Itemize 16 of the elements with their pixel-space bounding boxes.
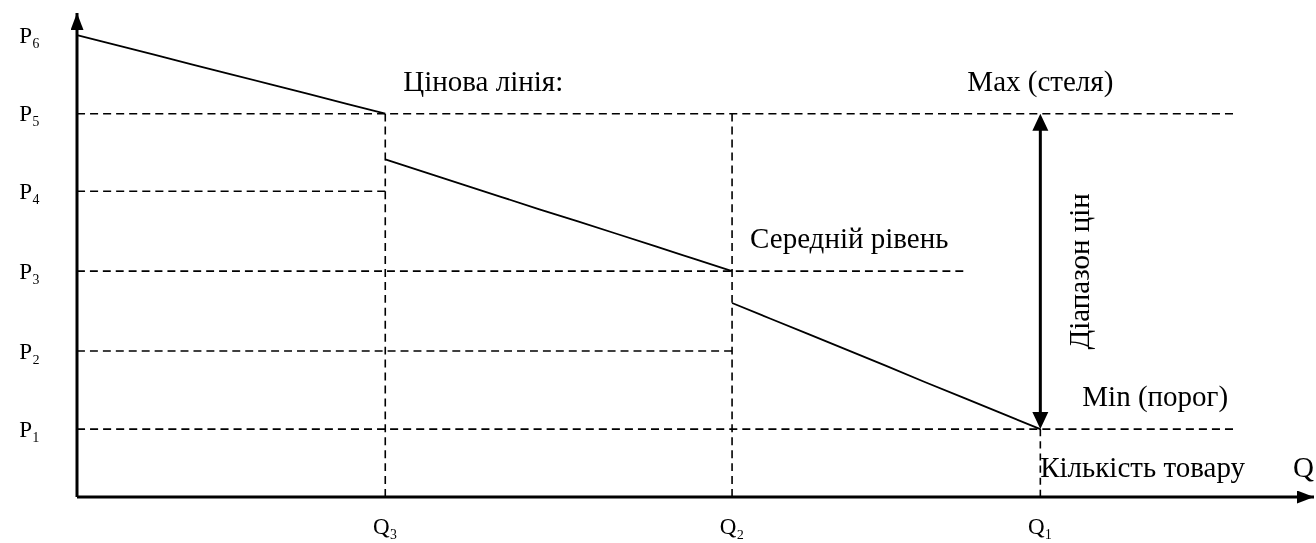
text: P₅ xyxy=(19,101,40,127)
annotation: Max (стеля) xyxy=(967,64,1114,98)
text: P₁ xyxy=(19,416,40,442)
annotation: Середній рівень xyxy=(750,222,949,255)
x-tick-label: Q₃ xyxy=(372,514,398,540)
annotation: Цінова лінія: xyxy=(403,64,564,97)
text: P₆ xyxy=(19,22,40,48)
x-axis-title: Q xyxy=(1293,451,1315,483)
text: P₃ xyxy=(19,258,40,284)
text: P₂ xyxy=(19,338,40,364)
annotation: Min (порог) xyxy=(1082,380,1229,414)
annotation: Кількість товару xyxy=(1040,451,1246,483)
annotation: Діапазон цін xyxy=(1063,193,1096,350)
x-tick-label: Q₂ xyxy=(719,514,745,540)
x-tick-label: Q₁ xyxy=(1028,514,1053,540)
text: P₄ xyxy=(19,178,40,204)
